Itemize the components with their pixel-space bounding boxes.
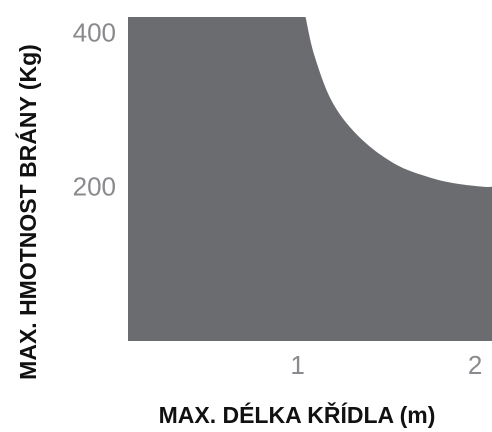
x-tick-label: 2 [468, 350, 482, 380]
y-tick-label: 400 [73, 17, 116, 47]
x-axis-title: MAX. DÉLKA KŘÍDLA (m) [159, 401, 436, 428]
y-axis-ticks: 200 400 [73, 17, 116, 201]
x-tick-label: 1 [290, 350, 304, 380]
y-axis-title: MAX. HMOTNOST BRÁNY (Kg) [14, 44, 41, 380]
y-tick-label: 200 [73, 172, 116, 202]
capacity-area [128, 17, 492, 341]
